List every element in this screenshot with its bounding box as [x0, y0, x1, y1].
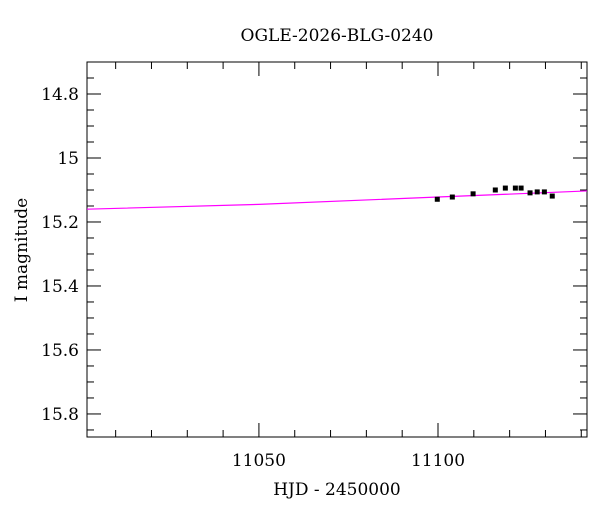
model-curve — [86, 190, 588, 210]
data-point — [434, 196, 440, 202]
data-point — [512, 185, 518, 191]
y-tick-label: 15.4 — [41, 277, 79, 297]
y-axis-label: I magnitude — [12, 198, 32, 302]
plot-frame — [86, 61, 588, 438]
data-point — [470, 191, 476, 197]
data-point — [527, 190, 533, 196]
data-point — [534, 189, 540, 195]
y-tick-label: 15.2 — [41, 213, 79, 233]
chart-title: OGLE-2026-BLG-0240 — [241, 26, 434, 46]
y-tick-label: 14.8 — [41, 85, 79, 105]
data-point — [549, 193, 555, 199]
data-point — [541, 189, 547, 195]
data-point — [492, 187, 498, 193]
y-tick-label: 15 — [57, 149, 79, 169]
x-axis-label: HJD - 2450000 — [273, 480, 401, 500]
data-point — [502, 185, 508, 191]
data-point — [518, 185, 524, 191]
y-tick-label: 15.8 — [41, 405, 79, 425]
y-tick-label: 15.6 — [41, 341, 79, 361]
x-tick-label: 11050 — [232, 451, 286, 471]
data-point — [449, 194, 455, 200]
x-tick-label: 11100 — [411, 451, 465, 471]
